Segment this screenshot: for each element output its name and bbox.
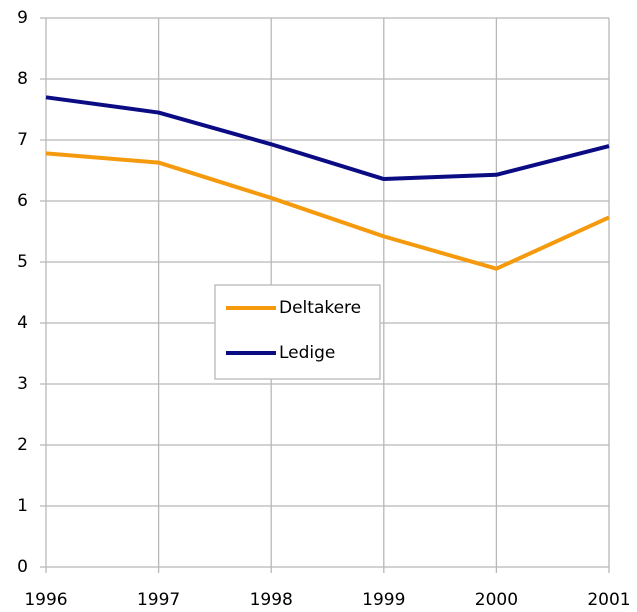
y-tick-label: 4 — [17, 313, 28, 333]
x-tick-label: 1996 — [24, 590, 67, 610]
x-tick-label: 1997 — [137, 590, 180, 610]
y-tick-label: 2 — [17, 435, 28, 455]
data-line — [45, 151, 610, 271]
x-tick-label: 1998 — [250, 590, 293, 610]
x-tick-label: 2001 — [587, 590, 630, 610]
y-tick-label: 9 — [17, 8, 28, 28]
legend-box — [214, 284, 381, 380]
y-tick-label: 7 — [17, 130, 28, 150]
data-line — [45, 95, 610, 182]
y-tick-label: 6 — [17, 191, 28, 211]
y-tick-label: 5 — [17, 252, 28, 272]
legend-label: Deltakere — [279, 298, 361, 318]
y-tick-label: 0 — [17, 557, 28, 577]
y-tick-label: 8 — [17, 69, 28, 89]
x-tick-label: 2000 — [475, 590, 518, 610]
y-tick-label: 3 — [17, 374, 28, 394]
y-tick-label: 1 — [17, 496, 28, 516]
x-tick-label: 1999 — [362, 590, 405, 610]
legend-label: Ledige — [279, 343, 335, 363]
